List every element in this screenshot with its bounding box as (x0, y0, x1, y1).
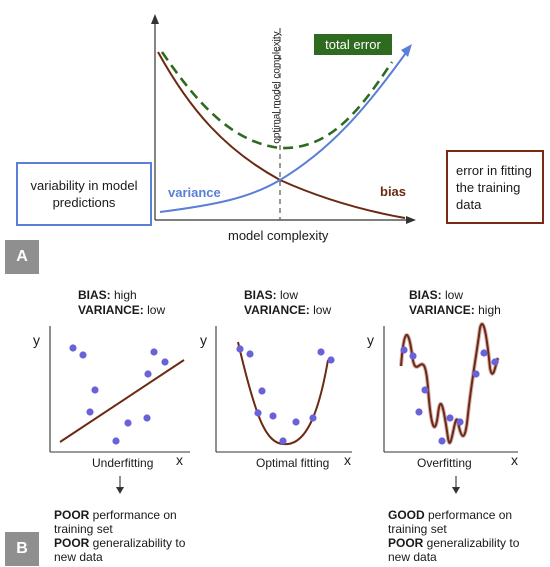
p3-point (446, 414, 454, 422)
p2-point (236, 345, 244, 353)
p1-point (150, 348, 158, 356)
badge-a: A (5, 240, 39, 274)
badge-b: B (5, 532, 39, 566)
p3-point (415, 408, 423, 416)
error-box: error in fitting the training data (446, 150, 544, 224)
p2-point (269, 412, 277, 420)
bias-label: bias (380, 184, 407, 199)
p2-y-label: y (200, 332, 207, 348)
fitting-panels (49, 322, 518, 453)
optimal-complexity-label: optimal model complexity (271, 31, 283, 144)
p3-point (421, 386, 429, 394)
p3-x-label: x (511, 452, 518, 468)
header-optimal: BIAS: low VARIANCE: low (244, 288, 332, 317)
down-arrow-right (452, 476, 460, 494)
header-overfitting: BIAS: low VARIANCE: high (409, 288, 501, 317)
p1-point (69, 344, 77, 352)
note-overfitting: GOOD performance on training set POOR ge… (388, 508, 520, 564)
p1-points (69, 344, 169, 445)
tradeoff-diagram (151, 14, 416, 224)
p1-y-label: y (33, 332, 40, 348)
caption-overfitting: Overfitting (417, 456, 472, 470)
p3-point (480, 349, 488, 357)
p3-point (456, 418, 464, 426)
p2-point (246, 350, 254, 358)
p2-point (254, 409, 262, 417)
y-axis-arrow (151, 14, 159, 24)
p3-fit-curve (400, 323, 499, 444)
note-underfitting: POOR performance on training set POOR ge… (54, 508, 186, 564)
x-axis-label: model complexity (228, 228, 329, 243)
p1-point (91, 386, 99, 394)
p1-point (86, 408, 94, 416)
variance-curve (159, 49, 409, 213)
p2-point (258, 387, 266, 395)
total-error-legend: total error (314, 34, 392, 55)
x-axis-arrow (406, 216, 416, 224)
p3-point (472, 370, 480, 378)
caption-underfitting: Underfitting (92, 456, 154, 470)
p1-point (112, 437, 120, 445)
error-text: error in fitting the training data (456, 162, 532, 212)
p1-point (79, 351, 87, 359)
caption-optimal: Optimal fitting (256, 456, 330, 470)
p1-x-label: x (176, 452, 183, 468)
optimal-label-wrap: optimal model complexity (268, 24, 284, 154)
p1-point (161, 358, 169, 366)
p2-point (279, 437, 287, 445)
p2-points (236, 345, 335, 445)
p3-y-label: y (367, 332, 374, 348)
p2-fit-curve (237, 341, 329, 446)
variance-arrow (401, 44, 412, 57)
p2-point (317, 348, 325, 356)
p2-x-label: x (344, 452, 351, 468)
p1-point (124, 419, 132, 427)
variability-text: variability in model predictions (30, 178, 138, 210)
p3-point (409, 352, 417, 360)
total-error-curve (160, 51, 394, 150)
header-underfitting: BIAS: high VARIANCE: low (78, 288, 166, 317)
p1-point (143, 414, 151, 422)
p1-fit-line (59, 359, 185, 443)
p3-points (400, 346, 499, 445)
down-arrow-left (116, 476, 124, 494)
p3-point (438, 437, 446, 445)
p3-fit-shadow (399, 322, 500, 445)
p3-point (400, 346, 408, 354)
p3-point (491, 358, 499, 366)
p1-point (144, 370, 152, 378)
p2-point (327, 356, 335, 364)
p2-point (292, 418, 300, 426)
variance-label: variance (168, 185, 221, 200)
variability-box: variability in model predictions (16, 162, 152, 226)
p2-point (309, 414, 317, 422)
